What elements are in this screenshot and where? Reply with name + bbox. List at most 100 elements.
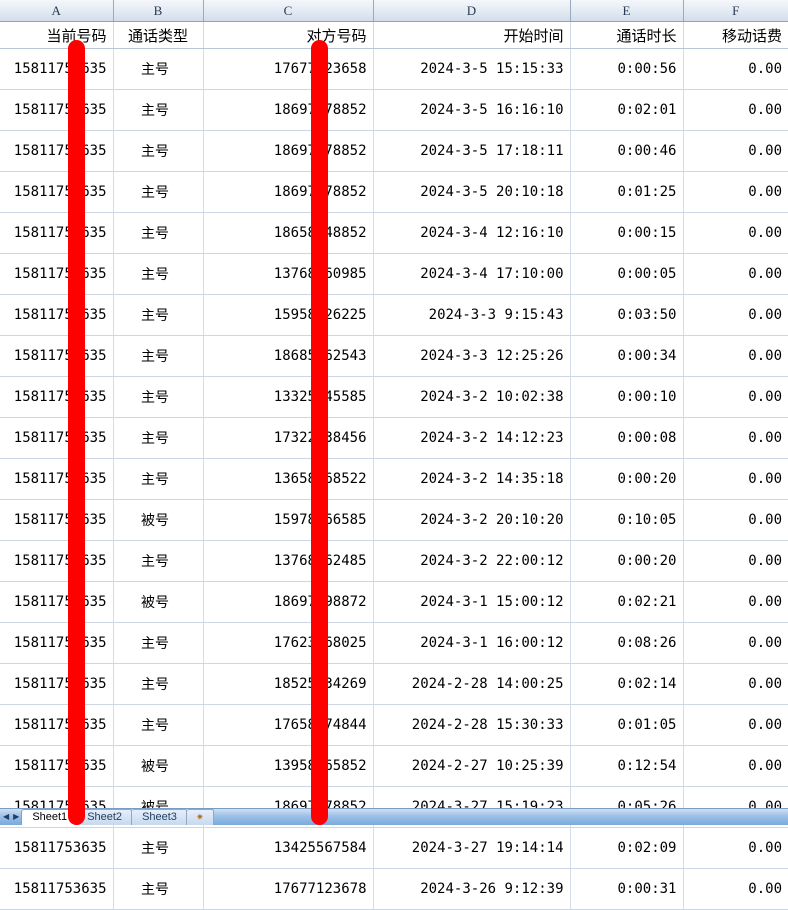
cell-duration[interactable]: 0:00:20 (570, 540, 684, 582)
cell-charge[interactable]: 0.00 (683, 335, 788, 377)
cell-duration[interactable]: 0:00:46 (570, 130, 684, 172)
cell-charge[interactable]: 0.00 (683, 212, 788, 254)
cell-call-type[interactable]: 主号 (113, 130, 204, 172)
cell-duration[interactable]: 0:00:34 (570, 335, 684, 377)
cell-duration[interactable]: 0:02:01 (570, 89, 684, 131)
cell-charge[interactable]: 0.00 (683, 294, 788, 336)
field-name-peer-number[interactable]: 对方号码 (203, 21, 374, 49)
cell-current-number[interactable]: 15811753635 (0, 540, 114, 582)
cell-charge[interactable]: 0.00 (683, 704, 788, 746)
column-header-f[interactable]: F (683, 0, 788, 22)
cell-charge[interactable]: 0.00 (683, 48, 788, 90)
field-name-duration[interactable]: 通话时长 (570, 21, 684, 49)
cell-peer-number[interactable]: 18697378852 (203, 130, 374, 172)
cell-call-type[interactable]: 主号 (113, 458, 204, 500)
cell-peer-number[interactable]: 13325545585 (203, 376, 374, 418)
cell-duration[interactable]: 0:00:15 (570, 212, 684, 254)
cell-start-time[interactable]: 2024-3-5 16:16:10 (373, 89, 571, 131)
cell-peer-number[interactable]: 13958265852 (203, 745, 374, 787)
cell-call-type[interactable]: 主号 (113, 868, 204, 910)
cell-current-number[interactable]: 15811753635 (0, 89, 114, 131)
field-name-start-time[interactable]: 开始时间 (373, 21, 571, 49)
cell-duration[interactable]: 0:00:31 (570, 868, 684, 910)
cell-call-type[interactable]: 主号 (113, 417, 204, 459)
cell-duration[interactable]: 0:10:05 (570, 499, 684, 541)
cell-charge[interactable]: 0.00 (683, 581, 788, 623)
cell-start-time[interactable]: 2024-2-28 15:30:33 (373, 704, 571, 746)
cell-peer-number[interactable]: 15958426225 (203, 294, 374, 336)
cell-duration[interactable]: 0:00:10 (570, 376, 684, 418)
column-header-e[interactable]: E (570, 0, 684, 22)
nav-first-icon[interactable]: ◀ (3, 811, 10, 821)
cell-call-type[interactable]: 被号 (113, 745, 204, 787)
field-name-charge[interactable]: 移动话费 (683, 21, 788, 49)
cell-charge[interactable]: 0.00 (683, 663, 788, 705)
cell-charge[interactable]: 0.00 (683, 171, 788, 213)
cell-peer-number[interactable]: 13768262485 (203, 540, 374, 582)
field-name-current-number[interactable]: 当前号码 (0, 21, 114, 49)
cell-peer-number[interactable]: 13658568522 (203, 458, 374, 500)
sheet-tab-sheet3[interactable]: Sheet3 (132, 809, 187, 825)
cell-call-type[interactable]: 主号 (113, 540, 204, 582)
sheet-tab-sheet2[interactable]: Sheet2 (77, 809, 133, 825)
cell-duration[interactable]: 0:01:25 (570, 171, 684, 213)
cell-start-time[interactable]: 2024-2-27 10:25:39 (373, 745, 571, 787)
cell-start-time[interactable]: 2024-3-1 15:00:12 (373, 581, 571, 623)
cell-call-type[interactable]: 主号 (113, 704, 204, 746)
cell-current-number[interactable]: 15811753635 (0, 458, 114, 500)
cell-current-number[interactable]: 15811753635 (0, 581, 114, 623)
cell-peer-number[interactable]: 18685362543 (203, 335, 374, 377)
cell-start-time[interactable]: 2024-3-5 20:10:18 (373, 171, 571, 213)
cell-start-time[interactable]: 2024-3-3 9:15:43 (373, 294, 571, 336)
cell-call-type[interactable]: 主号 (113, 212, 204, 254)
cell-duration[interactable]: 0:02:14 (570, 663, 684, 705)
cell-call-type[interactable]: 主号 (113, 622, 204, 664)
cell-duration[interactable]: 0:00:56 (570, 48, 684, 90)
cell-call-type[interactable]: 主号 (113, 171, 204, 213)
column-header-c[interactable]: C (203, 0, 374, 22)
cell-current-number[interactable]: 15811753635 (0, 663, 114, 705)
cell-current-number[interactable]: 15811753635 (0, 499, 114, 541)
cell-charge[interactable]: 0.00 (683, 745, 788, 787)
column-header-b[interactable]: B (113, 0, 204, 22)
cell-charge[interactable]: 0.00 (683, 622, 788, 664)
cell-peer-number[interactable]: 17658474844 (203, 704, 374, 746)
field-name-call-type[interactable]: 通话类型 (113, 21, 204, 49)
cell-peer-number[interactable]: 17677123678 (203, 868, 374, 910)
cell-current-number[interactable]: 15811753635 (0, 868, 114, 910)
cell-call-type[interactable]: 被号 (113, 499, 204, 541)
cell-current-number[interactable]: 15811753635 (0, 48, 114, 90)
cell-call-type[interactable]: 主号 (113, 294, 204, 336)
cell-peer-number[interactable]: 13768260985 (203, 253, 374, 295)
sheet-tab-sheet1[interactable]: Sheet1 (21, 809, 78, 825)
cell-charge[interactable]: 0.00 (683, 827, 788, 869)
cell-start-time[interactable]: 2024-3-2 14:12:23 (373, 417, 571, 459)
cell-duration[interactable]: 0:00:20 (570, 458, 684, 500)
cell-current-number[interactable]: 15811753635 (0, 171, 114, 213)
cell-start-time[interactable]: 2024-3-2 20:10:20 (373, 499, 571, 541)
cell-current-number[interactable]: 15811753635 (0, 704, 114, 746)
cell-call-type[interactable]: 被号 (113, 581, 204, 623)
cell-start-time[interactable]: 2024-2-28 14:00:25 (373, 663, 571, 705)
cell-current-number[interactable]: 15811753635 (0, 827, 114, 869)
cell-peer-number[interactable]: 15978166585 (203, 499, 374, 541)
cell-peer-number[interactable]: 18525334269 (203, 663, 374, 705)
cell-duration[interactable]: 0:08:26 (570, 622, 684, 664)
cell-charge[interactable]: 0.00 (683, 89, 788, 131)
cell-start-time[interactable]: 2024-3-5 15:15:33 (373, 48, 571, 90)
cell-charge[interactable]: 0.00 (683, 417, 788, 459)
cell-start-time[interactable]: 2024-3-2 10:02:38 (373, 376, 571, 418)
cell-start-time[interactable]: 2024-3-2 14:35:18 (373, 458, 571, 500)
cell-current-number[interactable]: 15811753635 (0, 745, 114, 787)
cell-call-type[interactable]: 主号 (113, 376, 204, 418)
cell-call-type[interactable]: 主号 (113, 663, 204, 705)
cell-duration[interactable]: 0:12:54 (570, 745, 684, 787)
cell-peer-number[interactable]: 17623368025 (203, 622, 374, 664)
cell-call-type[interactable]: 主号 (113, 827, 204, 869)
cell-charge[interactable]: 0.00 (683, 130, 788, 172)
cell-peer-number[interactable]: 18697378852 (203, 171, 374, 213)
cell-duration[interactable]: 0:02:21 (570, 581, 684, 623)
cell-start-time[interactable]: 2024-3-2 22:00:12 (373, 540, 571, 582)
cell-charge[interactable]: 0.00 (683, 458, 788, 500)
column-header-d[interactable]: D (373, 0, 571, 22)
